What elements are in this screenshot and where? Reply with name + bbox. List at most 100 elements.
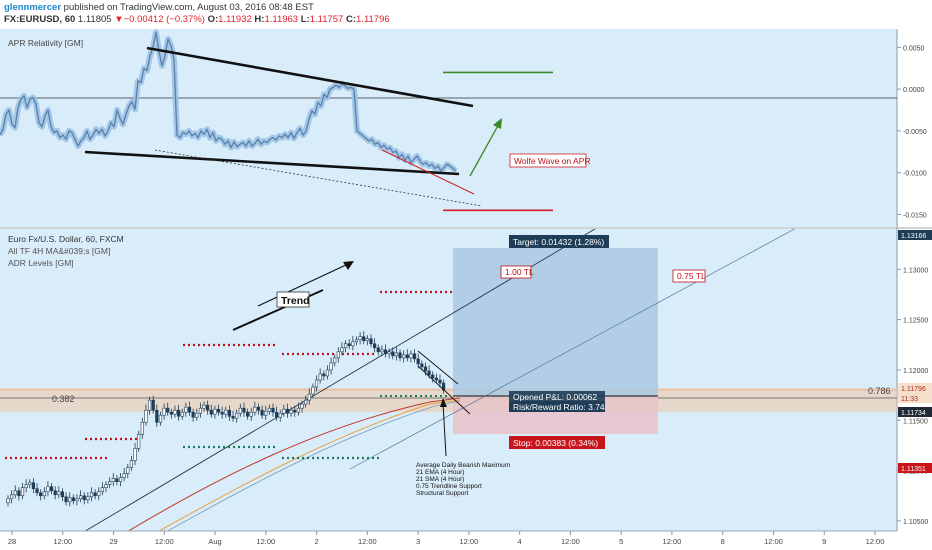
candle-body[interactable] bbox=[213, 408, 217, 415]
candle-body[interactable] bbox=[427, 370, 431, 376]
candle-body[interactable] bbox=[49, 486, 54, 492]
candle-body[interactable] bbox=[336, 351, 340, 359]
candle-body[interactable] bbox=[162, 407, 166, 416]
candle-body[interactable] bbox=[362, 336, 366, 342]
candle-body[interactable] bbox=[253, 406, 257, 413]
candle-body[interactable] bbox=[380, 349, 384, 353]
candle-body[interactable] bbox=[111, 478, 115, 482]
candle-body[interactable] bbox=[343, 343, 348, 349]
candle-body[interactable] bbox=[86, 496, 90, 501]
candle-body[interactable] bbox=[249, 411, 253, 417]
candle-body[interactable] bbox=[235, 412, 239, 419]
trend-arrow-upper[interactable] bbox=[257, 263, 349, 307]
candle-body[interactable] bbox=[169, 411, 173, 415]
candle-body[interactable] bbox=[242, 407, 246, 413]
candle-body[interactable] bbox=[394, 352, 399, 357]
rr-ratio-box[interactable] bbox=[509, 401, 605, 412]
candle-body[interactable] bbox=[126, 467, 130, 474]
candle-body[interactable] bbox=[60, 491, 65, 498]
candle-body[interactable] bbox=[93, 492, 97, 497]
candle-body[interactable] bbox=[325, 369, 330, 377]
candle-body[interactable] bbox=[369, 338, 373, 345]
candle-body[interactable] bbox=[115, 478, 119, 482]
note-arrow-line[interactable] bbox=[442, 402, 447, 457]
upper-wedge-line[interactable] bbox=[146, 46, 474, 108]
candle-body[interactable] bbox=[166, 407, 170, 413]
candle-body[interactable] bbox=[333, 357, 337, 364]
candle-body[interactable] bbox=[227, 409, 232, 417]
chart-canvas[interactable]: Wolfe Wave on APR APR Relativity [GM] 0.… bbox=[0, 26, 932, 550]
candle-body[interactable] bbox=[198, 407, 202, 414]
opened-pl-box[interactable] bbox=[509, 391, 605, 402]
candle-body[interactable] bbox=[71, 497, 75, 502]
candle-body[interactable] bbox=[122, 473, 126, 478]
candle-body[interactable] bbox=[224, 409, 228, 415]
candle-body[interactable] bbox=[31, 482, 36, 490]
candle-body[interactable] bbox=[354, 339, 359, 343]
candle-body[interactable] bbox=[264, 410, 268, 416]
candle-body[interactable] bbox=[20, 487, 25, 497]
candle-body[interactable] bbox=[376, 347, 380, 353]
candle-body[interactable] bbox=[275, 411, 279, 418]
candle-body[interactable] bbox=[89, 492, 94, 498]
candle-body[interactable] bbox=[118, 477, 123, 482]
candle-body[interactable] bbox=[133, 448, 137, 461]
candle-body[interactable] bbox=[423, 366, 428, 372]
candle-body[interactable] bbox=[322, 373, 326, 377]
candle-body[interactable] bbox=[391, 351, 395, 357]
candle-body[interactable] bbox=[17, 490, 21, 497]
red-trend-line[interactable] bbox=[381, 149, 475, 195]
stop-label-box[interactable] bbox=[509, 436, 605, 449]
time-axis[interactable]: 28 12:00 29 12:00 Aug 12:00 2 12:00 3 12:00 4 12:00… bbox=[8, 531, 885, 546]
candle-body[interactable] bbox=[202, 404, 206, 409]
candle-body[interactable] bbox=[314, 379, 319, 388]
tl-075-line[interactable] bbox=[349, 226, 800, 470]
wedge-lower-price[interactable] bbox=[417, 365, 471, 415]
candle-body[interactable] bbox=[57, 491, 61, 496]
candle-body[interactable] bbox=[260, 409, 264, 416]
candle-body[interactable] bbox=[285, 408, 290, 414]
candle-body[interactable] bbox=[431, 374, 435, 379]
tl-100-label-box[interactable] bbox=[500, 265, 532, 279]
candle-body[interactable] bbox=[438, 379, 442, 384]
candle-body[interactable] bbox=[108, 481, 112, 485]
candle-body[interactable] bbox=[75, 498, 79, 502]
candle-body[interactable] bbox=[238, 407, 242, 414]
candle-body[interactable] bbox=[387, 351, 391, 355]
candle-body[interactable] bbox=[28, 482, 32, 485]
candle-body[interactable] bbox=[209, 409, 213, 415]
candle-body[interactable] bbox=[184, 406, 188, 413]
target-zone[interactable] bbox=[453, 248, 658, 396]
candle-body[interactable] bbox=[140, 421, 144, 435]
candle-body[interactable] bbox=[151, 399, 155, 411]
candle-body[interactable] bbox=[434, 377, 438, 381]
wolfe-wave-label-box[interactable] bbox=[509, 153, 587, 168]
candle-body[interactable] bbox=[206, 404, 210, 411]
candles[interactable] bbox=[6, 331, 446, 507]
lower-wedge-line[interactable] bbox=[84, 150, 460, 176]
candle-body[interactable] bbox=[177, 409, 181, 417]
candle-body[interactable] bbox=[53, 490, 57, 496]
candle-body[interactable] bbox=[365, 338, 369, 342]
wedge-upper-price[interactable] bbox=[417, 350, 459, 385]
candle-body[interactable] bbox=[412, 353, 417, 360]
candle-body[interactable] bbox=[300, 403, 304, 409]
candle-body[interactable] bbox=[340, 347, 344, 353]
candle-body[interactable] bbox=[79, 495, 83, 500]
candle-body[interactable] bbox=[158, 414, 163, 423]
candle-body[interactable] bbox=[311, 386, 315, 395]
candle-body[interactable] bbox=[282, 408, 286, 414]
candle-body[interactable] bbox=[351, 341, 355, 347]
candle-body[interactable] bbox=[383, 349, 388, 355]
candle-body[interactable] bbox=[296, 407, 301, 413]
author-link[interactable]: glennmercer bbox=[4, 2, 62, 13]
candle-body[interactable] bbox=[147, 399, 152, 411]
tl-075-label-box[interactable] bbox=[672, 269, 706, 283]
candle-body[interactable] bbox=[358, 336, 362, 341]
candle-body[interactable] bbox=[398, 352, 402, 359]
candle-body[interactable] bbox=[100, 487, 104, 493]
tl-100-line[interactable] bbox=[60, 226, 600, 546]
candle-body[interactable] bbox=[187, 406, 192, 413]
candle-body[interactable] bbox=[191, 411, 195, 418]
candle-body[interactable] bbox=[68, 497, 72, 503]
